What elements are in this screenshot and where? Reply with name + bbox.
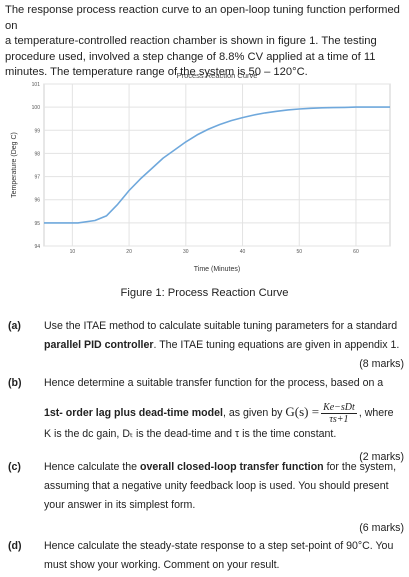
x-tick-label: 10 <box>70 249 76 255</box>
question-label: (b) <box>8 377 22 389</box>
question-d: (d) Hence calculate the steady-state res… <box>8 537 404 577</box>
y-tick-label: 96 <box>34 198 40 204</box>
question-text: Hence determine a suitable transfer func… <box>44 377 384 389</box>
y-tick-label: 95 <box>34 221 40 227</box>
marks-badge: (8 marks) <box>359 358 404 370</box>
formula-denominator: τs+1 <box>329 413 349 425</box>
y-tick-label: 99 <box>34 128 40 134</box>
question-label: (c) <box>8 461 21 473</box>
y-tick-label: 98 <box>34 151 40 157</box>
marks-badge: (2 marks) <box>359 451 404 463</box>
question-formula-line: 1st- order lag plus dead-time model, as … <box>44 399 404 425</box>
formula-fraction: Ke−sDt τs+1 <box>321 402 357 425</box>
question-text-pre: Hence calculate the <box>44 461 140 473</box>
question-b: (b) Hence determine a suitable transfer … <box>8 374 404 464</box>
chart-title: Process Reaction Curve <box>177 71 258 80</box>
intro-line: procedure used, involved a step change o… <box>5 50 376 63</box>
y-tick-label: 101 <box>32 82 41 88</box>
question-text: must show your working. Comment on your … <box>44 559 280 571</box>
question-text: Hence calculate the steady-state respons… <box>44 540 394 552</box>
question-text: , as given by <box>222 407 286 419</box>
question-text: K is the dc gain, Dₜ is the dead-time an… <box>44 428 337 440</box>
question-bold: 1st- order lag plus dead-time model <box>44 407 223 419</box>
x-tick-label: 60 <box>353 249 359 255</box>
chart-svg: 94 95 96 97 98 99 100 101 10 20 30 40 50 60 Process Re… <box>11 71 391 273</box>
question-text: , where <box>358 407 394 419</box>
intro-line: a temperature-controlled reaction chambe… <box>5 35 377 47</box>
series-line <box>44 106 390 224</box>
formula-numerator: Ke−sDt <box>321 401 357 414</box>
y-tick-label: 94 <box>34 244 40 250</box>
x-tick-label: 40 <box>240 249 246 255</box>
problem-statement: The response process reaction curve to a… <box>5 3 405 81</box>
question-bold: overall closed-loop transfer function <box>140 461 324 473</box>
question-text: assuming that a negative unity feedback … <box>44 480 389 492</box>
marks-badge: (6 marks) <box>359 522 404 534</box>
question-text-rest: . The ITAE tuning equations are given in… <box>153 339 400 351</box>
question-text: your answer in its simplest form. <box>44 499 196 511</box>
process-reaction-chart: 94 95 96 97 98 99 100 101 10 20 30 40 50 60 Process Re… <box>0 62 409 286</box>
question-label: (d) <box>8 540 22 552</box>
question-text: parallel PID controller. The ITAE tuning… <box>44 336 404 355</box>
x-tick-label: 50 <box>296 249 302 255</box>
x-tick-label: 20 <box>126 249 132 255</box>
intro-line: minutes. The temperature range of the sy… <box>5 66 308 78</box>
intro-line: The response process reaction curve to a… <box>5 4 400 32</box>
question-label: (a) <box>8 320 21 332</box>
question-text-post: for the system, <box>323 461 397 473</box>
question-bold: parallel PID controller <box>44 339 154 351</box>
question-text: Hence calculate the overall closed-loop … <box>44 458 404 477</box>
y-tick-label: 100 <box>32 105 41 111</box>
x-tick-label: 30 <box>183 249 189 255</box>
y-tick-label: 97 <box>34 175 40 181</box>
formula-lhs: G(s) = <box>285 404 320 419</box>
question-a: (a) Use the ITAE method to calculate sui… <box>8 317 404 377</box>
question-text: Use the ITAE method to calculate suitabl… <box>44 320 398 332</box>
question-c: (c) Hence calculate the overall closed-l… <box>8 458 404 538</box>
x-axis-label: Time (Minutes) <box>194 266 240 273</box>
y-axis-label: Temperature (Deg C) <box>11 132 18 198</box>
figure-caption: Figure 1: Process Reaction Curve <box>120 287 289 299</box>
